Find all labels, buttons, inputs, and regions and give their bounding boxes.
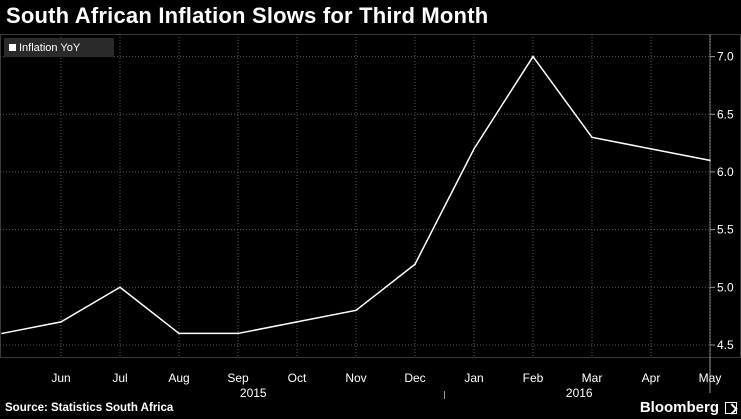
data-point bbox=[473, 148, 475, 150]
year-label-2016: 2016 bbox=[566, 386, 593, 399]
x-tick-label: Jun bbox=[51, 371, 70, 385]
source-note: Source: Statistics South Africa bbox=[5, 402, 174, 414]
x-tick-label: Aug bbox=[168, 371, 189, 385]
y-tick-label: 6.5 bbox=[717, 107, 734, 121]
data-point bbox=[709, 159, 711, 162]
data-point bbox=[119, 286, 121, 289]
x-tick-label: Jul bbox=[112, 371, 127, 385]
x-tick-label: Dec bbox=[404, 371, 425, 385]
x-tick-label: Nov bbox=[345, 371, 366, 385]
bloomberg-logo-icon bbox=[725, 402, 737, 414]
data-point bbox=[178, 332, 180, 335]
data-point bbox=[591, 136, 593, 139]
legend: Inflation YoY bbox=[4, 38, 114, 57]
x-tick-label: Sep bbox=[227, 371, 249, 385]
x-tick-label: Jan bbox=[464, 371, 483, 385]
chart-title: South African Inflation Slows for Third … bbox=[6, 3, 489, 28]
chart-area: 4.5 5.0 5.5 6.0 6.5 7.0 Jun Jul Aug Sep Oct Nov Dec J… bbox=[0, 34, 741, 401]
data-point bbox=[355, 309, 357, 312]
data-point bbox=[296, 321, 298, 323]
data-point bbox=[237, 332, 239, 335]
x-tick-label: Feb bbox=[523, 371, 544, 385]
legend-box bbox=[4, 38, 114, 57]
y-tick-label: 4.5 bbox=[717, 338, 734, 352]
brand-logo: Bloomberg bbox=[639, 399, 719, 416]
y-tick-label: 7.0 bbox=[717, 50, 734, 64]
legend-label: Inflation YoY bbox=[19, 42, 81, 54]
chart-footer: Source: Statistics South Africa Bloomber… bbox=[0, 399, 741, 419]
data-point bbox=[650, 148, 652, 150]
x-tick-label: Oct bbox=[288, 371, 307, 385]
year-label-2015: 2015 bbox=[240, 386, 267, 399]
data-point bbox=[532, 55, 534, 58]
y-tick-label: 5.5 bbox=[717, 223, 734, 237]
data-point bbox=[414, 263, 416, 266]
y-tick-label: 5.0 bbox=[717, 280, 734, 294]
line-chart: 4.5 5.0 5.5 6.0 6.5 7.0 Jun Jul Aug Sep Oct Nov Dec J… bbox=[0, 34, 741, 401]
data-point bbox=[1, 332, 3, 335]
data-point bbox=[60, 321, 62, 323]
series-line-inflation bbox=[1, 55, 711, 335]
legend-swatch bbox=[9, 44, 16, 51]
plot-border bbox=[0, 34, 741, 358]
x-tick-label: May bbox=[699, 371, 722, 385]
x-tick-label: Apr bbox=[642, 371, 661, 385]
y-tick-label: 6.0 bbox=[717, 165, 734, 179]
x-tick-label: Mar bbox=[582, 371, 603, 385]
